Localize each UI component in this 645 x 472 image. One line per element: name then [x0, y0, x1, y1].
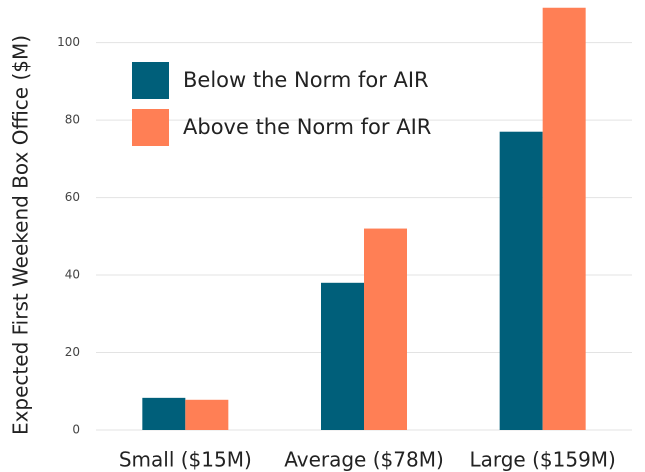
- y-axis-label: Expected First Weekend Box Office ($M): [9, 35, 33, 435]
- x-tick-label: Large ($159M): [469, 448, 615, 472]
- y-tick-label: 100: [57, 35, 80, 49]
- y-tick-label: 20: [65, 345, 80, 359]
- bar: [185, 399, 229, 430]
- x-tick-label: Small ($15M): [119, 448, 252, 472]
- y-tick-label: 40: [65, 268, 80, 282]
- legend-label: Above the Norm for AIR: [183, 115, 431, 139]
- y-tick-label: 80: [65, 113, 80, 127]
- legend-label: Below the Norm for AIR: [183, 68, 429, 92]
- bar: [364, 228, 407, 430]
- y-tick-label: 60: [65, 190, 80, 204]
- bar: [321, 282, 364, 430]
- legend-swatch: [132, 62, 169, 99]
- legend-swatch: [132, 109, 169, 146]
- y-tick-label: 0: [72, 423, 80, 437]
- bar: [142, 397, 186, 430]
- x-tick-label: Average ($78M): [284, 448, 444, 472]
- bar: [499, 131, 543, 430]
- bar: [542, 7, 586, 431]
